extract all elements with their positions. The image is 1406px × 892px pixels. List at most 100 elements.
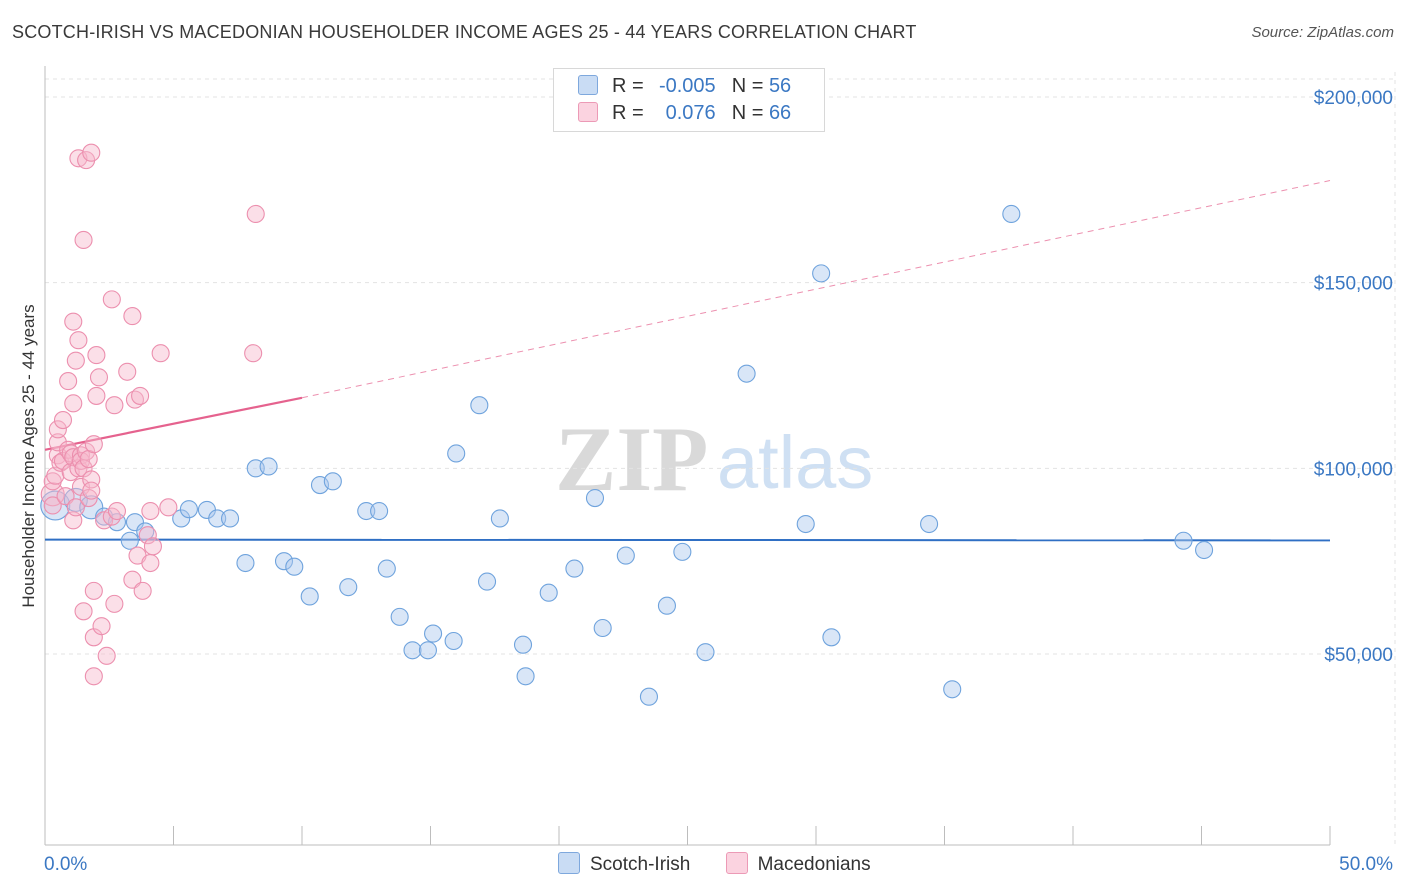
point-macedonians	[123, 307, 142, 326]
point-macedonians	[43, 496, 62, 515]
axes	[44, 66, 1331, 846]
point-scotch-irish	[585, 488, 605, 508]
point-macedonians	[56, 487, 75, 506]
trend-lines	[44, 180, 1331, 542]
point-macedonians	[69, 331, 88, 350]
data-points	[40, 143, 1214, 706]
point-scotch-irish	[370, 501, 389, 521]
point-scotch-irish	[513, 635, 533, 654]
legend-n-label: N =	[731, 102, 764, 124]
point-macedonians	[84, 435, 103, 454]
point-macedonians	[64, 312, 83, 331]
point-scotch-irish	[418, 641, 437, 660]
point-scotch-irish	[1174, 531, 1193, 550]
point-scotch-irish	[300, 587, 319, 606]
point-scotch-irish	[796, 514, 815, 534]
point-scotch-irish	[737, 364, 756, 383]
point-macedonians	[71, 451, 91, 470]
point-macedonians	[143, 537, 162, 556]
point-scotch-irish	[172, 509, 191, 528]
legend-r-value: -0.005	[658, 75, 716, 97]
point-macedonians	[105, 396, 124, 415]
legend-r-label: R =	[612, 75, 644, 97]
point-scotch-irish	[447, 444, 466, 463]
trend-line-macedonians	[44, 396, 303, 451]
point-scotch-irish	[444, 631, 463, 651]
point-scotch-irish	[220, 509, 240, 528]
point-macedonians	[102, 290, 121, 309]
legend-row-macedonians: R = 0.076 N = 66	[578, 102, 791, 126]
point-macedonians	[131, 386, 150, 405]
point-macedonians	[141, 501, 160, 521]
point-macedonians	[84, 581, 103, 600]
point-scotch-irish	[593, 618, 612, 638]
point-macedonians	[79, 488, 98, 508]
y-tick-label: $200,000	[1314, 88, 1393, 109]
point-scotch-irish	[285, 557, 304, 576]
point-scotch-irish	[943, 680, 962, 699]
y-axis-title: Householder Income Ages 25 - 44 years	[19, 304, 38, 607]
axis-labels: $50,000 $100,000 $150,000 $200,000 0.0% 50.0%…	[19, 88, 1393, 875]
legend-n-label: N =	[731, 75, 764, 97]
point-scotch-irish	[565, 559, 584, 578]
point-macedonians	[74, 230, 93, 250]
point-macedonians	[59, 372, 78, 391]
point-scotch-irish	[673, 542, 692, 561]
point-macedonians	[92, 617, 111, 636]
point-scotch-irish	[357, 501, 376, 521]
point-scotch-irish	[812, 264, 831, 283]
point-macedonians	[48, 420, 67, 439]
point-macedonians	[82, 143, 101, 162]
point-scotch-irish	[424, 624, 443, 643]
point-scotch-irish	[390, 607, 409, 626]
correlation-legend: R = -0.005 N = 56 R = 0.076 N = 66	[553, 68, 825, 132]
point-macedonians	[48, 433, 67, 452]
legend-n-value: 66	[768, 102, 792, 124]
point-scotch-irish	[1195, 540, 1214, 560]
point-macedonians	[84, 667, 103, 686]
point-macedonians	[102, 507, 121, 526]
point-macedonians	[66, 351, 85, 370]
point-macedonians	[123, 570, 142, 589]
point-macedonians	[89, 368, 109, 387]
point-scotch-irish	[516, 667, 535, 686]
source-label: Source: ZipAtlas.com	[1251, 24, 1394, 41]
point-macedonians	[82, 481, 101, 500]
point-scotch-irish	[1002, 204, 1021, 224]
point-scotch-irish	[208, 509, 227, 528]
point-scotch-irish	[657, 596, 676, 615]
legend-r-label: R =	[612, 102, 644, 124]
point-macedonians	[246, 204, 265, 224]
series-swatch-macedonians	[725, 852, 748, 874]
legend-r-value: 0.076	[665, 102, 716, 124]
point-scotch-irish	[470, 396, 489, 415]
point-scotch-irish	[377, 559, 396, 578]
point-scotch-irish	[259, 457, 278, 476]
legend-n-value: 56	[768, 75, 792, 97]
legend-swatch-scotch-irish	[578, 75, 598, 95]
series-legend-scotch-irish[interactable]: Scotch-Irish	[558, 852, 690, 876]
point-scotch-irish	[179, 500, 198, 519]
point-macedonians	[151, 344, 170, 363]
series-legend-macedonians[interactable]: Macedonians	[725, 852, 871, 876]
point-macedonians	[74, 602, 93, 621]
point-scotch-irish	[616, 546, 635, 565]
point-macedonians	[244, 344, 263, 363]
series-legend: Scotch-Irish Macedonians	[558, 852, 901, 876]
watermark-atlas: atlas	[717, 421, 873, 504]
point-scotch-irish	[696, 643, 715, 662]
legend-row-scotch-irish: R = -0.005 N = 56	[578, 75, 791, 99]
point-macedonians	[53, 411, 73, 430]
legend-swatch-macedonians	[578, 102, 598, 122]
point-scotch-irish	[477, 572, 497, 591]
point-scotch-irish	[125, 513, 144, 532]
point-scotch-irish	[339, 578, 358, 597]
point-macedonians	[133, 581, 152, 600]
trend-line-macedonians-projection	[301, 180, 1331, 399]
point-scotch-irish	[920, 514, 939, 534]
trend-line-scotch-irish	[44, 538, 1331, 542]
point-scotch-irish	[323, 472, 342, 491]
y-tick-label: $50,000	[1324, 645, 1393, 666]
point-macedonians	[77, 442, 96, 461]
